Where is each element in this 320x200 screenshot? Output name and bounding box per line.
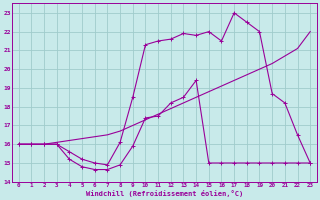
X-axis label: Windchill (Refroidissement éolien,°C): Windchill (Refroidissement éolien,°C) [86, 190, 243, 197]
